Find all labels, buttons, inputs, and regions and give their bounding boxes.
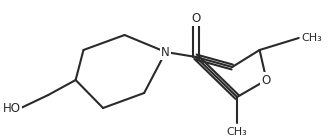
Text: CH₃: CH₃ [302,33,322,43]
Text: O: O [191,11,201,24]
Text: N: N [161,46,170,59]
Text: O: O [262,74,271,87]
Text: CH₃: CH₃ [227,127,247,137]
Text: HO: HO [3,102,21,115]
